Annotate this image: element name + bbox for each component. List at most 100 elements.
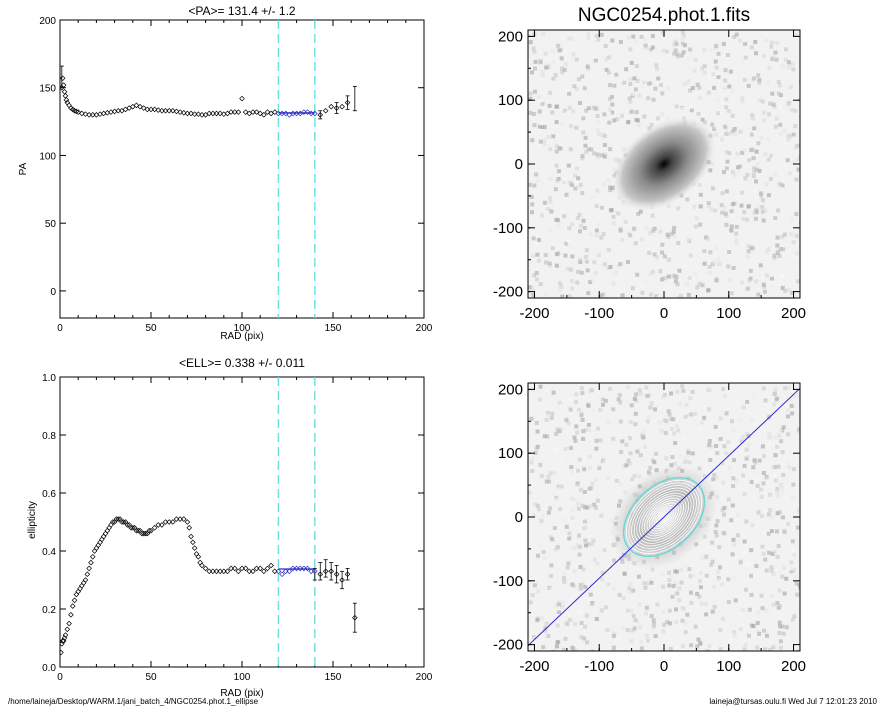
noise-pixel bbox=[689, 643, 694, 648]
data-point bbox=[86, 565, 92, 572]
noise-pixel bbox=[564, 95, 569, 100]
noise-pixel bbox=[777, 510, 782, 515]
noise-pixel bbox=[676, 296, 681, 298]
image-noise bbox=[528, 30, 800, 298]
noise-pixel bbox=[546, 207, 551, 212]
noise-pixel bbox=[532, 583, 537, 588]
noise-pixel bbox=[634, 288, 639, 293]
noise-pixel bbox=[583, 135, 588, 140]
noise-pixel bbox=[794, 212, 799, 217]
noise-pixel bbox=[660, 572, 665, 577]
noise-pixel bbox=[742, 463, 747, 468]
noise-pixel bbox=[755, 59, 760, 64]
data-point bbox=[339, 577, 345, 583]
noise-pixel bbox=[569, 469, 574, 474]
noise-pixel bbox=[533, 59, 538, 64]
data-point bbox=[62, 93, 69, 99]
noise-pixel bbox=[645, 638, 650, 643]
noise-pixel bbox=[763, 398, 768, 403]
noise-pixel bbox=[550, 48, 555, 53]
data-point bbox=[135, 527, 142, 534]
noise-pixel bbox=[619, 289, 624, 294]
noise-pixel bbox=[590, 481, 595, 486]
noise-pixel bbox=[709, 229, 714, 234]
noise-pixel bbox=[639, 640, 644, 645]
noise-pixel bbox=[767, 435, 772, 440]
noise-pixel bbox=[682, 43, 687, 48]
noise-pixel bbox=[575, 180, 580, 185]
noise-pixel bbox=[751, 624, 756, 629]
noise-pixel bbox=[693, 57, 698, 62]
noise-pixel bbox=[704, 554, 709, 559]
noise-pixel bbox=[765, 137, 770, 142]
noise-pixel bbox=[537, 109, 542, 114]
ell-xlabel: RAD (pix) bbox=[220, 688, 263, 699]
noise-pixel bbox=[572, 568, 577, 573]
y-tick-label: 200 bbox=[498, 381, 523, 398]
noise-pixel bbox=[584, 570, 589, 575]
noise-pixel bbox=[666, 234, 671, 239]
noise-pixel bbox=[723, 68, 728, 73]
noise-pixel bbox=[582, 264, 587, 269]
noise-pixel bbox=[698, 222, 703, 227]
noise-pixel bbox=[743, 642, 748, 647]
noise-pixel bbox=[721, 387, 726, 392]
noise-pixel bbox=[754, 279, 759, 284]
noise-pixel bbox=[596, 253, 601, 258]
noise-pixel bbox=[722, 39, 727, 44]
noise-pixel bbox=[556, 610, 561, 615]
noise-pixel bbox=[717, 596, 722, 601]
data-point bbox=[312, 568, 318, 575]
noise-pixel bbox=[570, 254, 575, 259]
noise-pixel bbox=[547, 103, 552, 108]
noise-pixel bbox=[783, 386, 788, 391]
noise-pixel bbox=[618, 419, 623, 424]
data-point bbox=[271, 109, 278, 115]
noise-pixel bbox=[684, 82, 689, 87]
noise-pixel bbox=[575, 280, 580, 285]
noise-pixel bbox=[539, 518, 544, 523]
noise-pixel bbox=[629, 60, 634, 65]
noise-pixel bbox=[599, 608, 604, 613]
noise-pixel bbox=[669, 105, 674, 110]
noise-pixel bbox=[776, 544, 781, 549]
data-point bbox=[333, 571, 340, 577]
y-tick-label: 200 bbox=[39, 16, 56, 27]
noise-pixel bbox=[760, 650, 765, 651]
noise-pixel bbox=[700, 556, 705, 561]
noise-pixel bbox=[796, 279, 800, 284]
noise-pixel bbox=[625, 399, 630, 404]
noise-pixel bbox=[618, 400, 623, 405]
noise-pixel bbox=[777, 620, 782, 625]
noise-pixel bbox=[631, 92, 636, 97]
noise-pixel bbox=[590, 202, 595, 207]
noise-pixel bbox=[677, 268, 682, 273]
noise-pixel bbox=[714, 443, 719, 448]
noise-pixel bbox=[751, 465, 756, 470]
noise-pixel bbox=[755, 162, 760, 167]
noise-pixel bbox=[765, 633, 770, 638]
noise-pixel bbox=[710, 122, 715, 127]
noise-pixel bbox=[708, 387, 713, 392]
noise-pixel bbox=[570, 286, 575, 291]
noise-pixel bbox=[583, 624, 588, 629]
data-point bbox=[301, 565, 307, 572]
data-point bbox=[261, 112, 267, 118]
noise-pixel bbox=[542, 556, 547, 561]
noise-pixel bbox=[683, 459, 688, 464]
noise-pixel bbox=[642, 114, 647, 119]
noise-pixel bbox=[629, 403, 634, 408]
noise-pixel bbox=[778, 413, 783, 418]
noise-pixel bbox=[676, 453, 681, 458]
noise-pixel bbox=[560, 604, 565, 609]
noise-pixel bbox=[768, 518, 773, 523]
noise-pixel bbox=[588, 174, 593, 179]
noise-pixel bbox=[577, 610, 582, 615]
noise-pixel bbox=[551, 134, 556, 139]
noise-pixel bbox=[546, 510, 551, 515]
noise-pixel bbox=[668, 621, 673, 626]
y-tick-label: 200 bbox=[498, 28, 523, 45]
data-point bbox=[120, 519, 127, 525]
noise-pixel bbox=[736, 165, 741, 170]
data-point bbox=[115, 107, 122, 114]
